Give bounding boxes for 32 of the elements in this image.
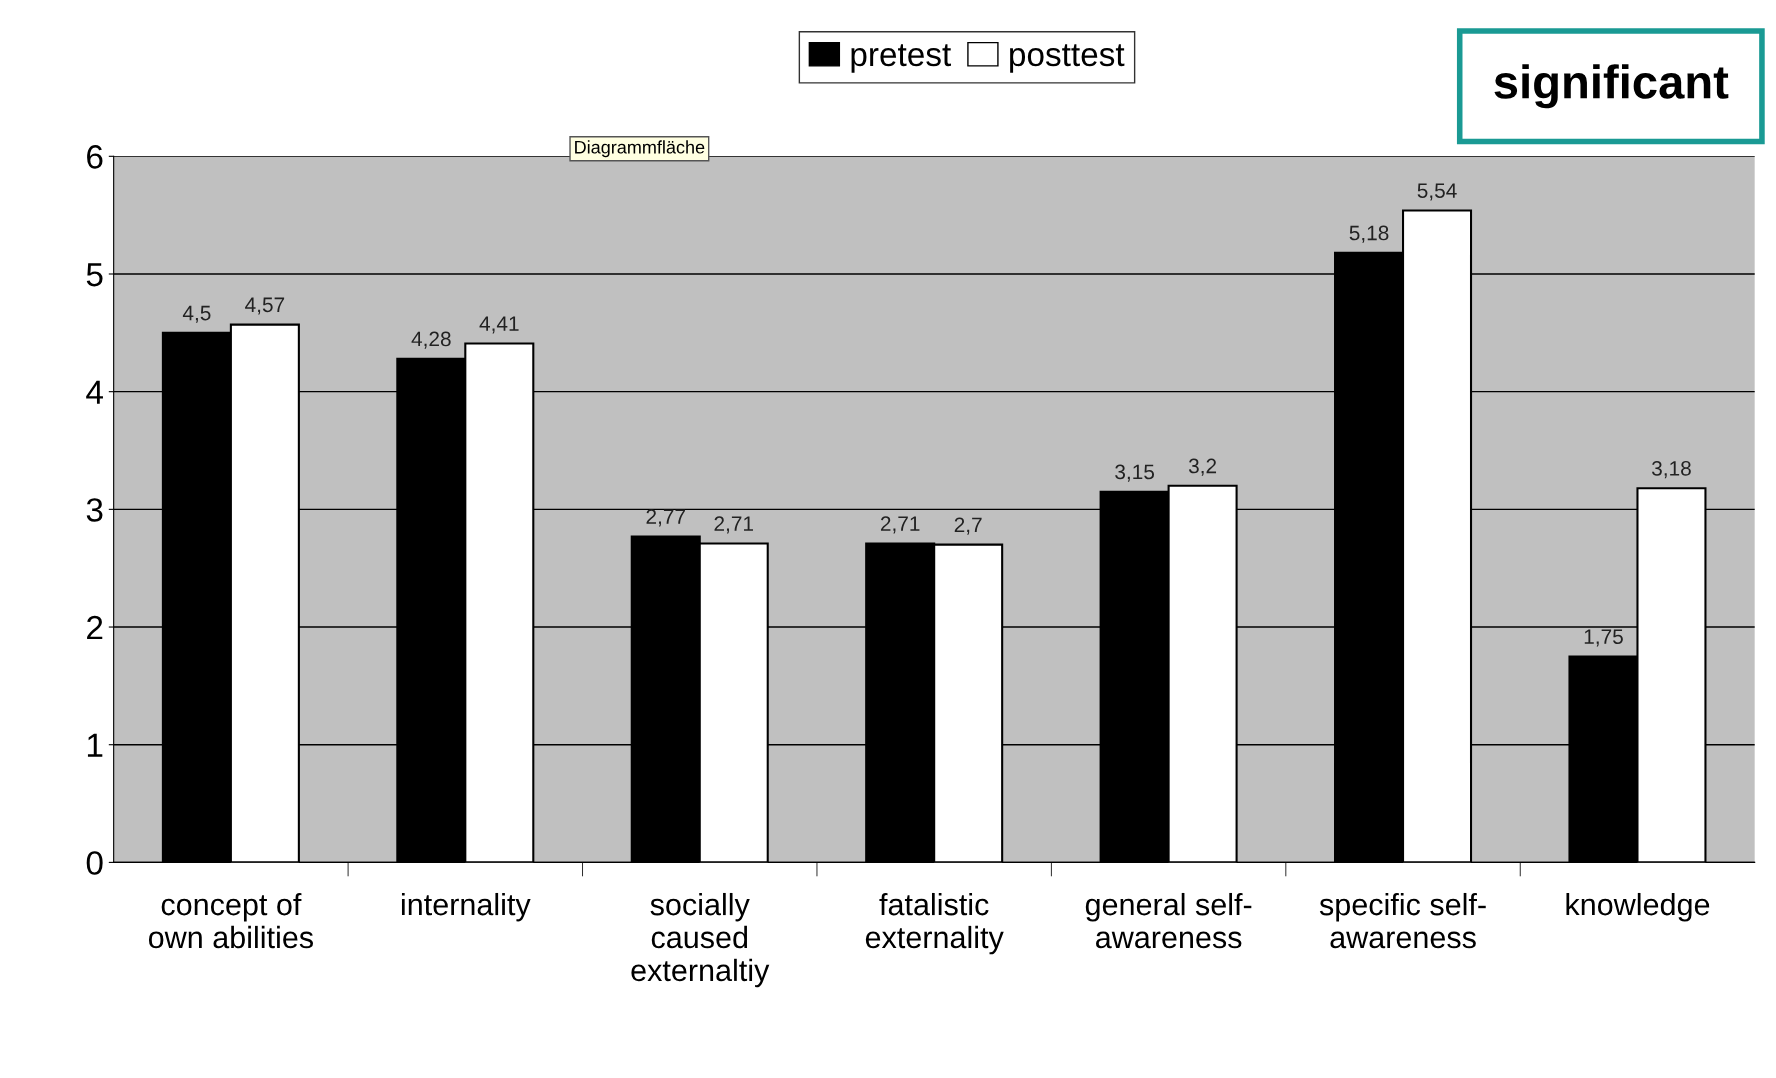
x-tick-label: internality bbox=[401, 892, 531, 922]
y-tick-label: 5 bbox=[86, 263, 103, 287]
y-tick-label: 3 bbox=[86, 498, 103, 522]
data-label: 2,7 bbox=[954, 517, 982, 535]
x-tick-label: general self- awareness bbox=[1085, 892, 1252, 949]
data-label: 3,15 bbox=[1115, 464, 1155, 482]
data-label: 4,57 bbox=[245, 297, 285, 315]
data-label: 5,54 bbox=[1417, 183, 1457, 201]
data-label: 2,77 bbox=[646, 509, 685, 527]
x-tick-label: fatalistic externality bbox=[865, 892, 1004, 955]
data-label: 3,18 bbox=[1651, 460, 1691, 479]
data-label: 1,75 bbox=[1584, 629, 1623, 647]
data-label: 5,18 bbox=[1349, 225, 1389, 243]
legend-label: pretest bbox=[851, 44, 952, 73]
y-tick-label: 6 bbox=[87, 145, 103, 169]
x-tick-label: concept of own abilities bbox=[148, 892, 313, 949]
y-tick-label: 2 bbox=[87, 615, 103, 640]
x-tick-label: knowledge bbox=[1566, 892, 1710, 922]
data-label: 4,28 bbox=[411, 331, 451, 349]
x-tick-label: specific self- awareness bbox=[1319, 892, 1486, 949]
data-label: 2,71 bbox=[880, 516, 920, 534]
text: significant bbox=[1494, 64, 1729, 109]
legend-label: posttest bbox=[1010, 44, 1125, 73]
y-tick-label: 1 bbox=[87, 733, 103, 757]
data-label: 3,2 bbox=[1188, 458, 1217, 476]
y-tick-label: 4 bbox=[86, 380, 103, 404]
data-label: 4,41 bbox=[479, 316, 519, 334]
y-tick-label: 0 bbox=[86, 851, 103, 875]
data-label: 2,71 bbox=[714, 516, 753, 534]
data-label: 4,5 bbox=[182, 305, 211, 323]
annotation: Diagrammfläche bbox=[575, 140, 705, 158]
x-tick-label: socially caused externaltiy bbox=[631, 892, 770, 988]
